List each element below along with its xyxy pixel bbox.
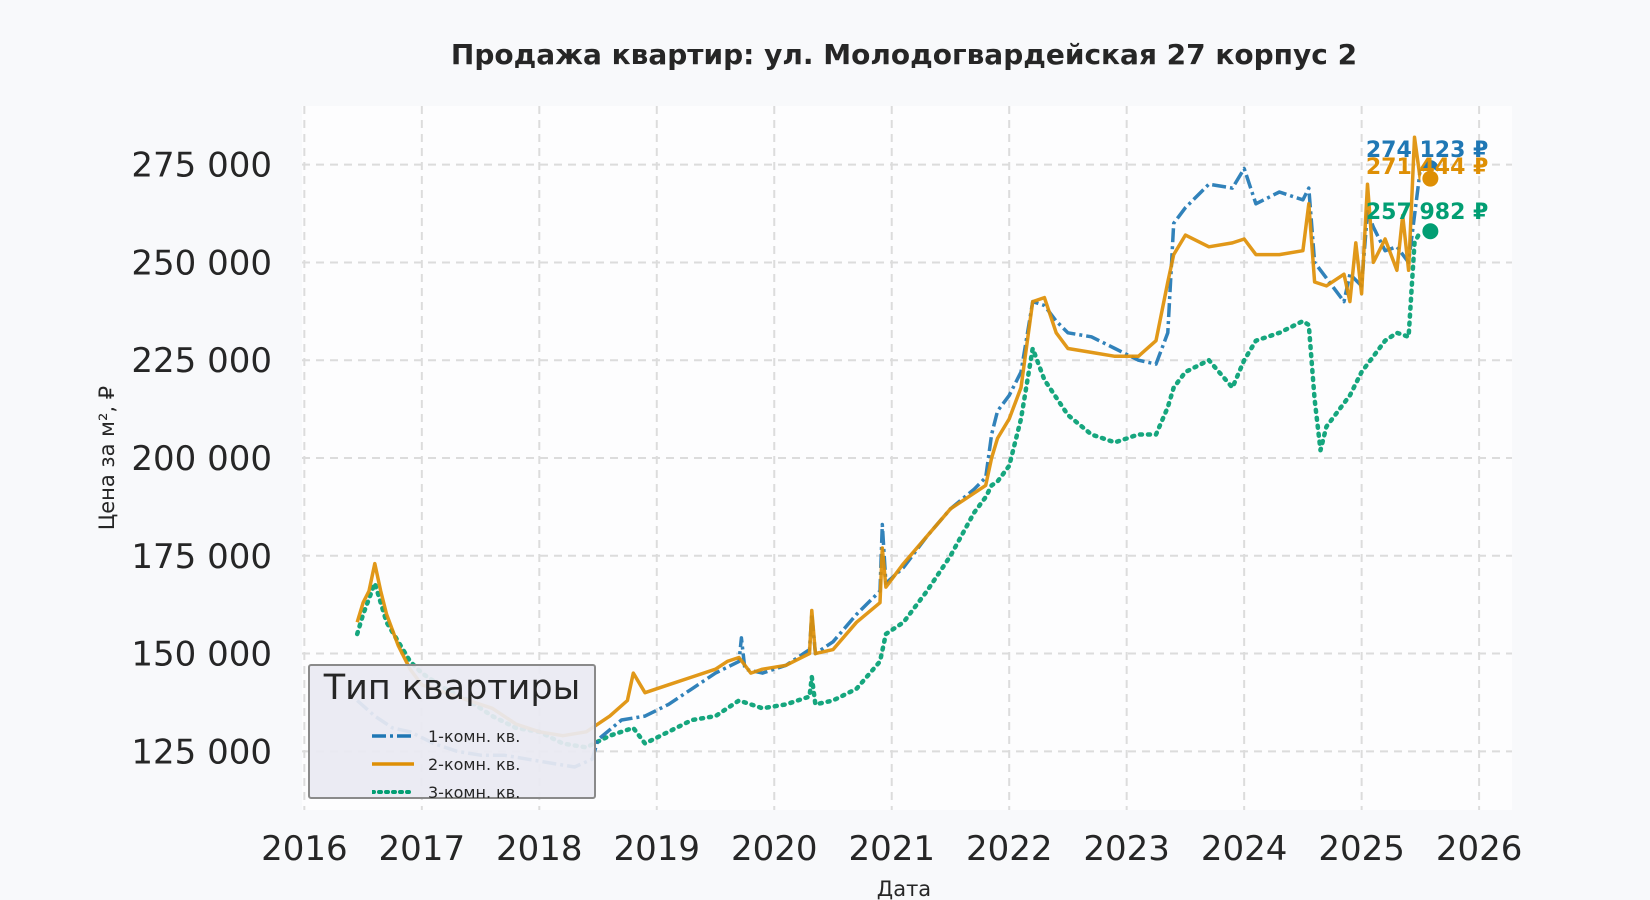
legend-label-3room: 3-комн. кв. bbox=[428, 782, 521, 802]
legend-swatch-1room bbox=[372, 734, 414, 738]
legend-item-1room: 1-комн. кв. bbox=[372, 724, 520, 748]
x-tick-label: 2021 bbox=[848, 829, 935, 869]
x-tick-label: 2017 bbox=[379, 829, 466, 869]
legend-swatch-3room bbox=[372, 790, 414, 794]
x-tick-label: 2020 bbox=[731, 829, 818, 869]
legend-item-3room: 3-комн. кв. bbox=[372, 780, 520, 804]
legend-title: Тип квартиры bbox=[323, 668, 581, 708]
end-label-3room: 257 982 ₽ bbox=[1366, 200, 1488, 225]
end-marker-2room bbox=[1420, 168, 1441, 189]
y-tick-label: 225 000 bbox=[131, 341, 272, 381]
y-tick-labels: 125 000 150 000 175 000 200 000 225 000 250 0… bbox=[131, 146, 272, 773]
y-tick-label: 275 000 bbox=[131, 146, 272, 186]
y-tick-label: 200 000 bbox=[131, 439, 272, 479]
x-tick-label: 2023 bbox=[1083, 829, 1170, 869]
grid bbox=[302, 106, 1512, 810]
x-tick-label: 2022 bbox=[966, 829, 1053, 869]
end-markers: 274 123 ₽271 444 ₽ 257 982 ₽ bbox=[1366, 138, 1488, 242]
x-tick-label: 2019 bbox=[614, 829, 701, 869]
end-marker-3room bbox=[1420, 221, 1441, 242]
y-tick-label: 250 000 bbox=[131, 243, 272, 283]
x-tick-labels: 2016 2017 2018 2019 2020 2021 2022 2023 2024 2025… bbox=[261, 829, 1522, 869]
y-tick-label: 150 000 bbox=[131, 635, 272, 675]
y-tick-label: 125 000 bbox=[131, 732, 272, 772]
y-tick-label: 175 000 bbox=[131, 537, 272, 577]
x-tick-label: 2025 bbox=[1318, 829, 1405, 869]
legend-swatch-2room bbox=[372, 762, 414, 766]
x-tick-label: 2018 bbox=[496, 829, 583, 869]
end-label-1room: 274 123 ₽ bbox=[1366, 138, 1488, 163]
legend-item-2room: 2-комн. кв. bbox=[372, 752, 520, 776]
x-tick-label: 2026 bbox=[1436, 829, 1523, 869]
x-tick-label: 2016 bbox=[261, 829, 348, 869]
legend-label-2room: 2-комн. кв. bbox=[428, 754, 521, 774]
x-tick-label: 2024 bbox=[1201, 829, 1288, 869]
x-axis-label: Дата bbox=[877, 877, 931, 900]
series-line-3room bbox=[354, 228, 1423, 750]
legend: Тип квартиры 1-комн. кв. 2-комн. кв. 3-к… bbox=[308, 664, 596, 802]
legend-label-1room: 1-комн. кв. bbox=[428, 726, 521, 746]
y-axis-label: Цена за м², ₽ bbox=[95, 386, 119, 530]
end-label-2room: 271 444 ₽ bbox=[1366, 155, 1488, 180]
chart-title: Продажа квартир: ул. Молодогвардейская 2… bbox=[451, 38, 1357, 71]
